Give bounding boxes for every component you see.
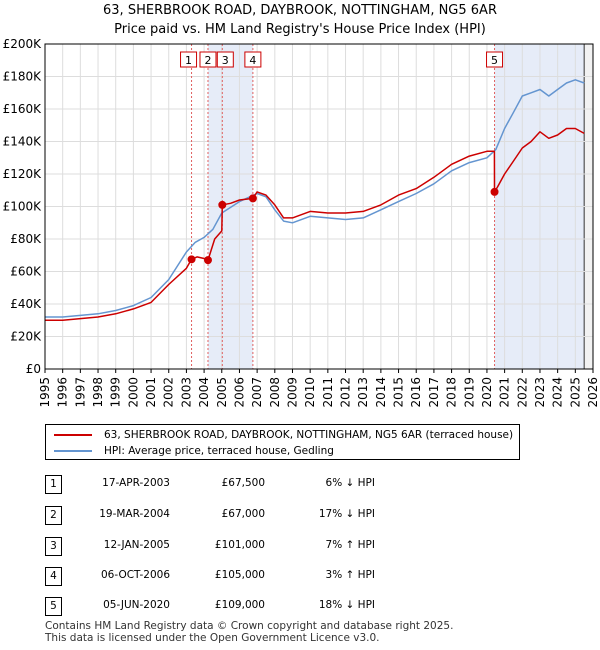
- x-tick-label: 2024: [551, 377, 565, 408]
- transaction-point: [218, 200, 227, 209]
- x-tick-label: 2005: [215, 377, 229, 408]
- transaction-number: 5: [45, 597, 62, 616]
- hpi-series-line: [45, 79, 585, 318]
- x-tick-label: 2019: [462, 377, 476, 408]
- transaction-label-number: 2: [204, 54, 211, 67]
- y-tick-label: £20K: [10, 330, 42, 344]
- x-tick-label: 2020: [480, 377, 494, 408]
- chart-subtitle: Price paid vs. HM Land Registry's House …: [114, 22, 486, 37]
- legend-item-hpi: HPI: Average price, terraced house, Gedl…: [54, 443, 334, 459]
- y-tick-label: £200K: [3, 37, 43, 51]
- x-tick-label: 1999: [109, 377, 123, 408]
- transaction-price: £109,000: [214, 599, 265, 611]
- transaction-point: [203, 256, 212, 265]
- transaction-hpi: 6% ↓ HPI: [325, 477, 375, 489]
- transaction-label-box: [216, 51, 234, 68]
- x-tick-label: 2013: [356, 377, 370, 408]
- transaction-number: 3: [45, 537, 62, 556]
- x-tick-label: 2018: [445, 377, 459, 408]
- transaction-hpi: 3% ↑ HPI: [325, 569, 375, 581]
- transaction-number: 2: [45, 506, 62, 525]
- transaction-point: [248, 194, 257, 203]
- price-chart: £0 £20K £40K £60K £80K £100K £120K £140K £160K £1…: [3, 37, 600, 408]
- x-tick-label: 1998: [91, 377, 105, 408]
- x-tick-label: 2006: [232, 377, 246, 408]
- transaction-label-number: 3: [222, 54, 229, 67]
- x-tick-label: 1997: [73, 377, 87, 408]
- table-row: 5 05-JUN-2020 £109,000 18% ↓ HPI: [45, 597, 445, 617]
- plot-border: [44, 43, 594, 370]
- transaction-point: [490, 187, 499, 196]
- x-tick-label: 2007: [250, 377, 264, 408]
- x-tick-label: 2015: [392, 377, 406, 408]
- table-row: 4 06-OCT-2006 £105,000 3% ↑ HPI: [45, 567, 445, 587]
- transaction-point: [187, 255, 196, 264]
- x-tick-label: 2001: [144, 377, 158, 408]
- transaction-date: 05-JUN-2020: [103, 599, 170, 611]
- transaction-price: £67,000: [221, 508, 265, 520]
- transaction-label-number: 4: [249, 54, 256, 67]
- x-tick-label: 2022: [515, 377, 529, 408]
- y-tick-label: £0: [26, 362, 41, 376]
- x-tick-label: 2021: [498, 377, 512, 408]
- x-tick-label: 2004: [197, 377, 211, 408]
- y-tick-label: £140K: [3, 135, 43, 149]
- table-row: 1 17-APR-2003 £67,500 6% ↓ HPI: [45, 475, 445, 495]
- footer-licence: This data is licensed under the Open Gov…: [45, 632, 380, 644]
- transaction-date: 06-OCT-2006: [101, 569, 170, 581]
- transaction-label-box: [486, 51, 504, 68]
- legend-swatch-property: [54, 434, 92, 436]
- x-tick-label: 2025: [568, 377, 582, 408]
- y-tick-label: £120K: [3, 167, 43, 181]
- transaction-price: £101,000: [214, 539, 265, 551]
- transaction-label-box: [180, 51, 198, 68]
- transaction-hpi: 7% ↑ HPI: [325, 539, 375, 551]
- transaction-label-number: 1: [185, 54, 192, 67]
- y-tick-label: £40K: [10, 297, 42, 311]
- x-tick-label: 2016: [409, 377, 423, 408]
- y-tick-label: £180K: [3, 70, 43, 84]
- transaction-date: 12-JAN-2005: [103, 539, 170, 551]
- transaction-price: £67,500: [221, 477, 265, 489]
- x-tick-label: 2011: [321, 377, 335, 408]
- x-tick-label: 2023: [533, 377, 547, 408]
- transaction-label-box: [199, 51, 217, 68]
- transaction-hpi: 17% ↓ HPI: [318, 508, 375, 520]
- table-row: 2 19-MAR-2004 £67,000 17% ↓ HPI: [45, 506, 445, 526]
- legend-swatch-hpi: [54, 450, 92, 452]
- x-tick-label: 1995: [38, 377, 52, 408]
- x-tick-label: 2008: [268, 377, 282, 408]
- transaction-date: 19-MAR-2004: [99, 508, 170, 520]
- transaction-number: 1: [45, 475, 62, 494]
- transaction-price: £105,000: [214, 569, 265, 581]
- x-tick-label: 1996: [56, 377, 70, 408]
- chart-title: 63, SHERBROOK ROAD, DAYBROOK, NOTTINGHAM…: [103, 3, 497, 18]
- legend-item-property: 63, SHERBROOK ROAD, DAYBROOK, NOTTINGHAM…: [54, 427, 513, 443]
- x-tick-label: 2026: [586, 377, 600, 408]
- legend-label-hpi: HPI: Average price, terraced house, Gedl…: [104, 445, 334, 457]
- footer-copyright: Contains HM Land Registry data © Crown c…: [45, 620, 454, 632]
- x-tick-label: 2000: [126, 377, 140, 408]
- legend: 63, SHERBROOK ROAD, DAYBROOK, NOTTINGHAM…: [45, 424, 520, 460]
- property-series-line: [45, 127, 585, 322]
- y-tick-label: £80K: [10, 232, 42, 246]
- y-tick-label: £160K: [3, 102, 43, 116]
- x-tick-label: 2009: [285, 377, 299, 408]
- legend-label-property: 63, SHERBROOK ROAD, DAYBROOK, NOTTINGHAM…: [104, 429, 514, 441]
- x-tick-label: 2003: [179, 377, 193, 408]
- x-tick-label: 2017: [427, 377, 441, 408]
- transaction-number: 4: [45, 567, 62, 586]
- x-tick-label: 2010: [303, 377, 317, 408]
- transaction-label-number: 5: [491, 54, 498, 67]
- table-row: 3 12-JAN-2005 £101,000 7% ↑ HPI: [45, 537, 445, 557]
- transaction-hpi: 18% ↓ HPI: [318, 599, 375, 611]
- y-tick-label: £100K: [3, 200, 43, 214]
- transaction-label-box: [244, 51, 262, 68]
- x-tick-label: 2014: [374, 377, 388, 408]
- x-tick-label: 2002: [162, 377, 176, 408]
- y-tick-label: £60K: [10, 265, 42, 279]
- x-tick-label: 2012: [339, 377, 353, 408]
- transaction-date: 17-APR-2003: [102, 477, 170, 489]
